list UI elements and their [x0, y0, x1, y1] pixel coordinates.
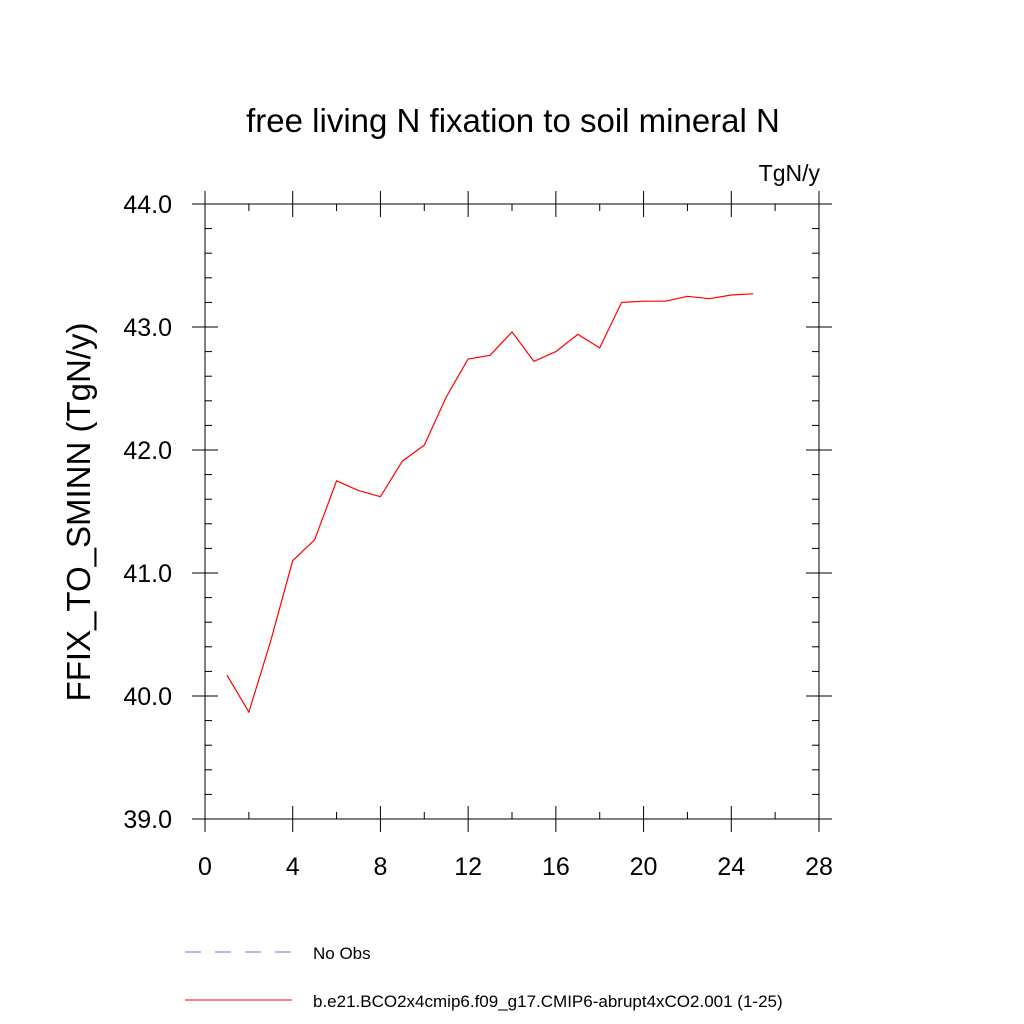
- y-tick-label: 39.0: [123, 806, 172, 834]
- series-layer: [226, 293, 754, 714]
- series-line: [226, 293, 754, 714]
- units-label: TgN/y: [759, 160, 821, 186]
- x-tick-label: 16: [542, 853, 570, 881]
- y-tick-label: 44.0: [123, 191, 172, 219]
- y-tick-label: 40.0: [123, 683, 172, 711]
- x-tick-label: 28: [805, 853, 833, 881]
- x-tick-label: 0: [198, 853, 212, 881]
- y-tick-labels: 39.0 40.0 41.0 42.0 43.0 44.0: [123, 191, 172, 834]
- legend-label: b.e21.BCO2x4cmip6.f09_g17.CMIP6-abrupt4x…: [313, 992, 783, 1011]
- legend: No Obs b.e21.BCO2x4cmip6.f09_g17.CMIP6-ab…: [185, 944, 783, 1011]
- y-tick-label: 42.0: [123, 437, 172, 465]
- x-tick-label: 8: [373, 853, 387, 881]
- x-tick-labels: 0 4 8 12 16 20 24 28: [198, 853, 833, 881]
- y-tick-label: 41.0: [123, 560, 172, 588]
- x-tick-label: 4: [286, 853, 300, 881]
- x-tick-label: 12: [454, 853, 482, 881]
- y-axis-label: FFIX_TO_SMINN (TgN/y): [60, 323, 97, 702]
- x-tick-label: 24: [717, 853, 745, 881]
- axis-ticks: [192, 191, 832, 832]
- legend-label: No Obs: [313, 944, 371, 963]
- chart-title: free living N fixation to soil mineral N: [246, 102, 780, 139]
- y-tick-label: 43.0: [123, 314, 172, 342]
- x-tick-label: 20: [630, 853, 658, 881]
